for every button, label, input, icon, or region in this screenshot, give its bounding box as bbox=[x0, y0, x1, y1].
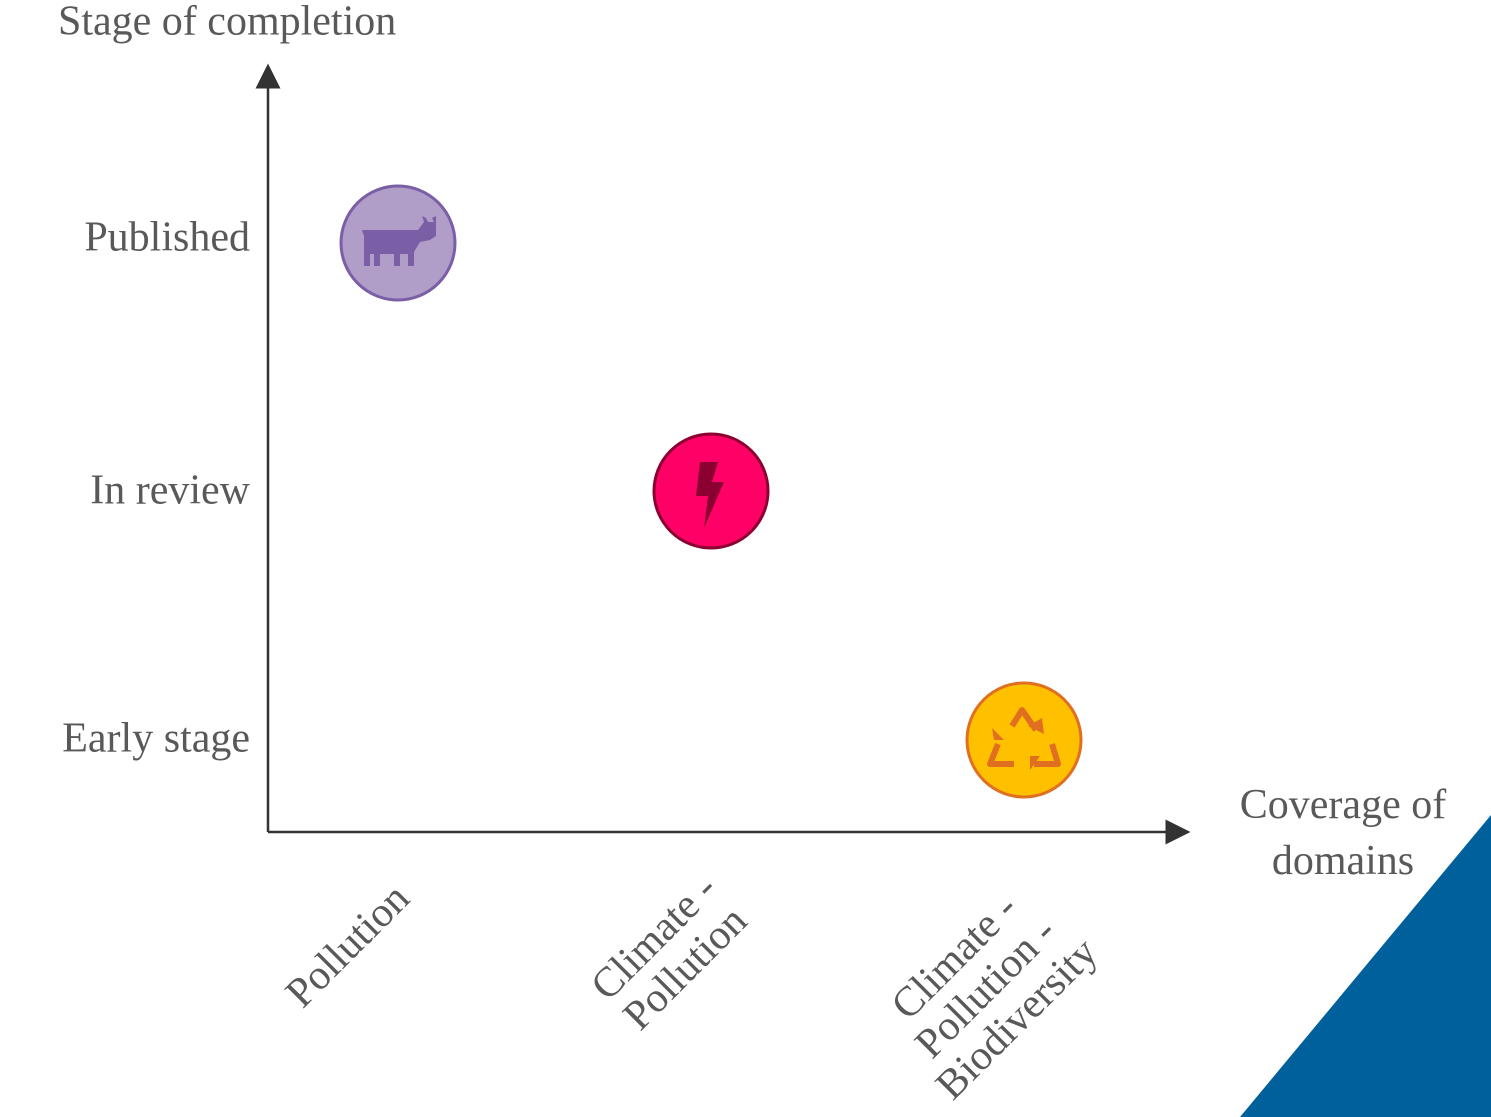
x-axis-title-line: Coverage of bbox=[1240, 782, 1446, 828]
x-category-label: Climate -Pollution -Biodiversity bbox=[865, 867, 1107, 1109]
y-category-label: Early stage bbox=[62, 716, 250, 762]
point-cow bbox=[339, 184, 457, 302]
x-axis-title: Coverage of domains bbox=[1240, 782, 1446, 884]
y-category-label: In review bbox=[90, 468, 250, 514]
x-category-label-line: Pollution bbox=[277, 875, 418, 1016]
x-category-label: Pollution bbox=[277, 875, 418, 1016]
corner-triangle bbox=[1240, 815, 1491, 1117]
y-category-label: Published bbox=[84, 215, 250, 261]
y-axis-title: Stage of completion bbox=[58, 0, 396, 45]
x-axis-title-line: domains bbox=[1272, 838, 1414, 884]
point-recycle bbox=[965, 681, 1083, 799]
x-category-label: Climate -Pollution bbox=[582, 865, 757, 1040]
point-lightning bbox=[652, 432, 770, 550]
